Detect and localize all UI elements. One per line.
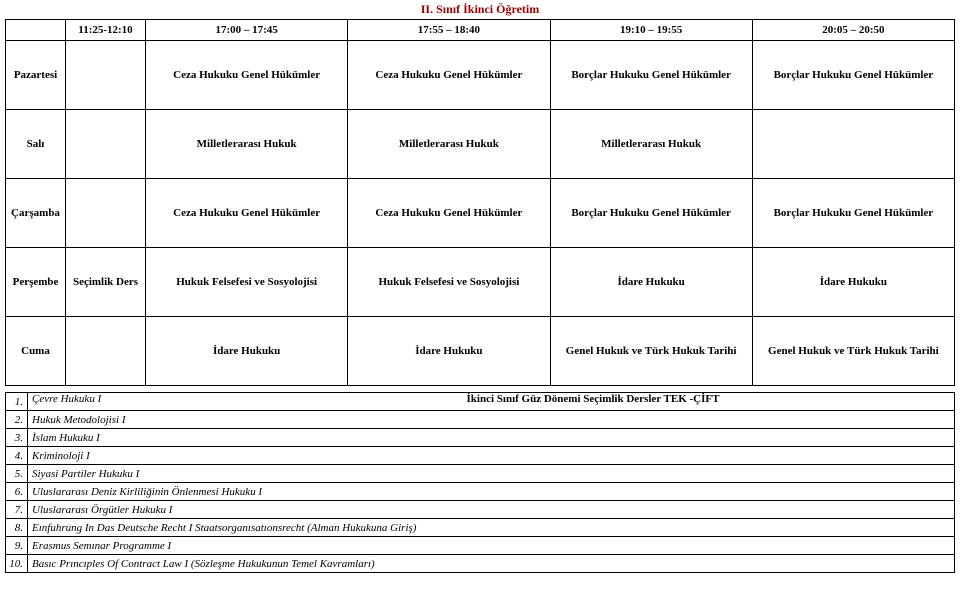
elective-num-3: 3.: [6, 429, 28, 447]
cell-cuma-4: Genel Hukuk ve Türk Hukuk Tarihi: [752, 317, 954, 386]
cell-cuma-2: İdare Hukuku: [348, 317, 550, 386]
cell-pazartesi-4: Borçlar Hukuku Genel Hükümler: [752, 41, 954, 110]
elective-num-9: 9.: [6, 537, 28, 555]
cell-pazartesi-1: Ceza Hukuku Genel Hükümler: [146, 41, 348, 110]
row-persembe: Perşembe Seçimlik Ders Hukuk Felsefesi v…: [6, 248, 955, 317]
elective-text-3: İslam Hukuku I: [28, 429, 955, 447]
elective-row-4: 4.Kriminoloji I: [6, 447, 955, 465]
time-header-row: 11:25-12:10 17:00 – 17:45 17:55 – 18:40 …: [6, 20, 955, 41]
elective-text-7: Uluslararası Örgütler Hukuku I: [28, 501, 955, 519]
time-col-4: 20:05 – 20:50: [752, 20, 954, 41]
day-label-persembe: Perşembe: [6, 248, 66, 317]
cell-persembe-4: İdare Hukuku: [752, 248, 954, 317]
time-col-2: 17:55 – 18:40: [348, 20, 550, 41]
time-col-0: 11:25-12:10: [66, 20, 146, 41]
cell-cuma-3: Genel Hukuk ve Türk Hukuk Tarihi: [550, 317, 752, 386]
cell-sali-2: Milletlerarası Hukuk: [348, 110, 550, 179]
electives-table: 1. Çevre Hukuku I İkinci Sınıf Güz Dönem…: [5, 392, 955, 573]
cell-sali-4: [752, 110, 954, 179]
cell-sali-1: Milletlerarası Hukuk: [146, 110, 348, 179]
day-label-cuma: Cuma: [6, 317, 66, 386]
row-cuma: Cuma İdare Hukuku İdare Hukuku Genel Huk…: [6, 317, 955, 386]
elective-num-2: 2.: [6, 411, 28, 429]
electives-title: İkinci Sınıf Güz Dönemi Seçimlik Dersler…: [232, 393, 954, 410]
cell-pazartesi-3: Borçlar Hukuku Genel Hükümler: [550, 41, 752, 110]
elective-num-5: 5.: [6, 465, 28, 483]
electives-header-cell: Çevre Hukuku I İkinci Sınıf Güz Dönemi S…: [28, 393, 955, 411]
elective-num-10: 10.: [6, 555, 28, 573]
cell-cuma-1: İdare Hukuku: [146, 317, 348, 386]
elective-row-3: 3.İslam Hukuku I: [6, 429, 955, 447]
time-col-1: 17:00 – 17:45: [146, 20, 348, 41]
cell-sali-0: [66, 110, 146, 179]
elective-text-2: Hukuk Metodolojisi I: [28, 411, 955, 429]
cell-carsamba-4: Borçlar Hukuku Genel Hükümler: [752, 179, 954, 248]
cell-pazartesi-2: Ceza Hukuku Genel Hükümler: [348, 41, 550, 110]
elective-row-5: 5.Siyasi Partiler Hukuku I: [6, 465, 955, 483]
elective-text-1: Çevre Hukuku I: [28, 393, 232, 410]
row-pazartesi: Pazartesi Ceza Hukuku Genel Hükümler Cez…: [6, 41, 955, 110]
blank-header: [6, 20, 66, 41]
elective-text-4: Kriminoloji I: [28, 447, 955, 465]
elective-text-10: Basıc Prıncıples Of Contract Law I (Sözl…: [28, 555, 955, 573]
elective-row-8: 8.Eınfuhrung In Das Deutsche Recht I Sta…: [6, 519, 955, 537]
elective-row-7: 7.Uluslararası Örgütler Hukuku I: [6, 501, 955, 519]
row-carsamba: Çarşamba Ceza Hukuku Genel Hükümler Ceza…: [6, 179, 955, 248]
elective-row-10: 10.Basıc Prıncıples Of Contract Law I (S…: [6, 555, 955, 573]
elective-text-6: Uluslararası Deniz Kirliliğinin Önlenmes…: [28, 483, 955, 501]
elective-text-8: Eınfuhrung In Das Deutsche Recht I Staat…: [28, 519, 955, 537]
elective-num-6: 6.: [6, 483, 28, 501]
cell-sali-3: Milletlerarası Hukuk: [550, 110, 752, 179]
cell-carsamba-2: Ceza Hukuku Genel Hükümler: [348, 179, 550, 248]
elective-num-4: 4.: [6, 447, 28, 465]
cell-carsamba-1: Ceza Hukuku Genel Hükümler: [146, 179, 348, 248]
elective-num-1: 1.: [6, 393, 28, 411]
time-col-3: 19:10 – 19:55: [550, 20, 752, 41]
elective-num-7: 7.: [6, 501, 28, 519]
cell-carsamba-0: [66, 179, 146, 248]
cell-persembe-0: Seçimlik Ders: [66, 248, 146, 317]
cell-persembe-2: Hukuk Felsefesi ve Sosyolojisi: [348, 248, 550, 317]
cell-pazartesi-0: [66, 41, 146, 110]
row-sali: Salı Milletlerarası Hukuk Milletlerarası…: [6, 110, 955, 179]
cell-persembe-1: Hukuk Felsefesi ve Sosyolojisi: [146, 248, 348, 317]
elective-text-5: Siyasi Partiler Hukuku I: [28, 465, 955, 483]
cell-carsamba-3: Borçlar Hukuku Genel Hükümler: [550, 179, 752, 248]
elective-row-6: 6.Uluslararası Deniz Kirliliğinin Önlenm…: [6, 483, 955, 501]
schedule-table: 11:25-12:10 17:00 – 17:45 17:55 – 18:40 …: [5, 19, 955, 386]
cell-cuma-0: [66, 317, 146, 386]
page-title: II. Sınıf İkinci Öğretim: [0, 0, 960, 19]
day-label-sali: Salı: [6, 110, 66, 179]
cell-persembe-3: İdare Hukuku: [550, 248, 752, 317]
elective-row-2: 2.Hukuk Metodolojisi I: [6, 411, 955, 429]
day-label-carsamba: Çarşamba: [6, 179, 66, 248]
day-label-pazartesi: Pazartesi: [6, 41, 66, 110]
elective-text-9: Erasmus Semınar Programme I: [28, 537, 955, 555]
electives-header-row: 1. Çevre Hukuku I İkinci Sınıf Güz Dönem…: [6, 393, 955, 411]
elective-num-8: 8.: [6, 519, 28, 537]
elective-row-9: 9.Erasmus Semınar Programme I: [6, 537, 955, 555]
